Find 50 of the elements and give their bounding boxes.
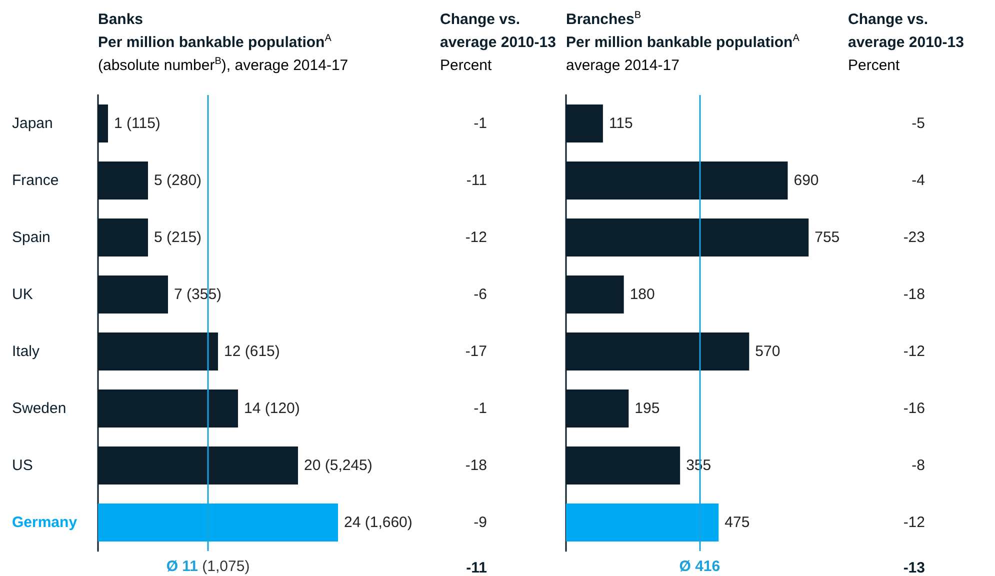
- text: -11: [466, 560, 487, 576]
- data-label: -8: [912, 457, 925, 474]
- data-label: 195: [634, 400, 660, 417]
- data-label: 14 (120): [244, 400, 300, 417]
- ref-line-label: Ø 416: [679, 558, 720, 575]
- data-label: -11: [466, 172, 487, 189]
- data-label: -17: [465, 343, 487, 360]
- y-tick-label: UK: [12, 286, 33, 303]
- data-label: -9: [474, 514, 487, 531]
- data-label: -5: [912, 115, 925, 132]
- text: Change vs. average 2010-13: [848, 11, 964, 51]
- data-label: 5 (215): [154, 229, 202, 246]
- data-label: -12: [465, 229, 487, 246]
- chart-title: Banks: [98, 11, 144, 28]
- data-label: -18: [465, 457, 487, 474]
- data-label: 570: [755, 343, 780, 360]
- data-label: -23: [903, 229, 925, 246]
- y-tick-label: Sweden: [12, 400, 66, 417]
- data-label: -1: [474, 115, 487, 132]
- text: -13: [903, 560, 925, 576]
- data-label: 24 (1,660): [344, 514, 412, 531]
- data-label: 20 (5,245): [304, 457, 372, 474]
- y-tick-label: France: [12, 172, 59, 189]
- data-label: -12: [903, 343, 925, 360]
- y-tick-label: US: [12, 457, 33, 474]
- text: Change vs. average 2010-13: [440, 11, 556, 51]
- bar: [98, 504, 338, 542]
- bar: [566, 504, 719, 542]
- data-label: 755: [814, 229, 840, 246]
- data-label: -4: [912, 172, 925, 189]
- y-tick-label: Spain: [12, 229, 50, 246]
- data-label: 1 (115): [114, 115, 160, 132]
- text: Percent: [848, 57, 901, 74]
- data-label: -18: [903, 286, 925, 303]
- ref-line-label: Ø 11 (1,075): [166, 558, 250, 575]
- data-label: -6: [474, 286, 487, 303]
- y-tick-label: Japan: [12, 115, 53, 132]
- data-label: 5 (280): [154, 172, 202, 189]
- data-label: 115: [608, 115, 633, 132]
- text: Percent: [440, 57, 493, 74]
- data-label: -12: [903, 514, 925, 531]
- data-label: -16: [903, 400, 925, 417]
- x-axis-title: average 2014-17: [566, 57, 680, 74]
- y-tick-label: Italy: [12, 343, 40, 360]
- data-label: 690: [794, 172, 819, 189]
- data-label: 475: [724, 514, 750, 531]
- y-tick-label: Germany: [12, 514, 78, 531]
- data-label: -1: [474, 400, 487, 417]
- data-label: 12 (615): [224, 343, 280, 360]
- data-label: 180: [630, 286, 655, 303]
